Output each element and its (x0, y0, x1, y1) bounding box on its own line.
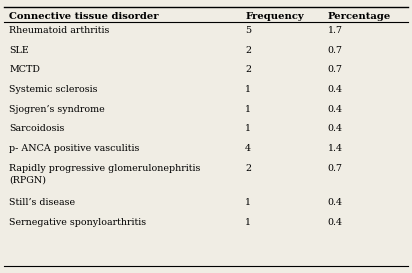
Text: Connective tissue disorder: Connective tissue disorder (9, 12, 159, 21)
Text: 1.4: 1.4 (328, 144, 342, 153)
Text: 1: 1 (245, 198, 251, 207)
Text: Sarcoidosis: Sarcoidosis (9, 124, 64, 133)
Text: 0.4: 0.4 (328, 198, 342, 207)
Text: 0.7: 0.7 (328, 65, 342, 74)
Text: 1: 1 (245, 218, 251, 227)
Text: 0.4: 0.4 (328, 85, 342, 94)
Text: 1.7: 1.7 (328, 26, 342, 35)
Text: 0.4: 0.4 (328, 124, 342, 133)
Text: SLE: SLE (9, 46, 29, 55)
Text: MCTD: MCTD (9, 65, 40, 74)
Text: 1: 1 (245, 85, 251, 94)
Text: 2: 2 (245, 46, 251, 55)
Text: Frequency: Frequency (245, 12, 304, 21)
Text: Still’s disease: Still’s disease (9, 198, 75, 207)
Text: Sjogren’s syndrome: Sjogren’s syndrome (9, 105, 105, 114)
Text: 1: 1 (245, 124, 251, 133)
Text: 2: 2 (245, 65, 251, 74)
Text: Rapidly progressive glomerulonephritis
(RPGN): Rapidly progressive glomerulonephritis (… (9, 164, 201, 184)
Text: 1: 1 (245, 105, 251, 114)
Text: Percentage: Percentage (328, 12, 391, 21)
Text: 0.4: 0.4 (328, 105, 342, 114)
Text: Systemic sclerosis: Systemic sclerosis (9, 85, 98, 94)
Text: 0.4: 0.4 (328, 218, 342, 227)
Text: 2: 2 (245, 164, 251, 173)
Text: 4: 4 (245, 144, 251, 153)
Text: 0.7: 0.7 (328, 46, 342, 55)
Text: 0.7: 0.7 (328, 164, 342, 173)
Text: Rheumatoid arthritis: Rheumatoid arthritis (9, 26, 110, 35)
Text: p- ANCA positive vasculitis: p- ANCA positive vasculitis (9, 144, 139, 153)
Text: 5: 5 (245, 26, 251, 35)
Text: Sernegative sponyloarthritis: Sernegative sponyloarthritis (9, 218, 146, 227)
